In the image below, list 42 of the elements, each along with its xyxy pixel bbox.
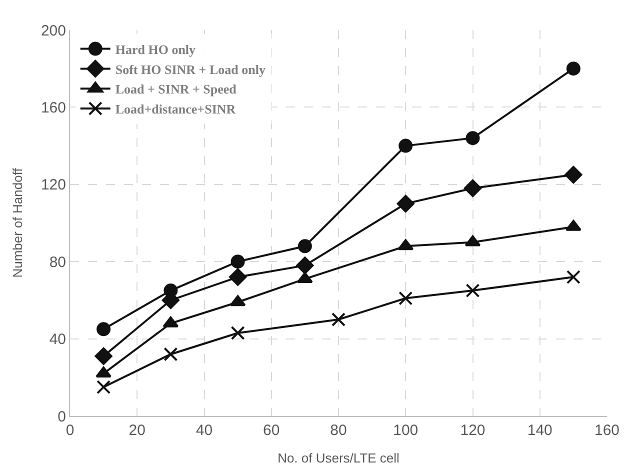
y-tick-label: 120: [40, 176, 66, 194]
y-tick-label: 40: [49, 331, 66, 348]
point: [96, 366, 112, 378]
point: [564, 166, 582, 184]
x-tick-label: 80: [330, 422, 347, 439]
x-axis-title: No. of Users/LTE cell: [278, 450, 400, 466]
point: [332, 312, 346, 326]
point: [298, 239, 312, 254]
point: [566, 270, 580, 284]
point: [466, 131, 480, 146]
point: [164, 347, 178, 362]
point: [398, 138, 413, 153]
point: [229, 268, 247, 286]
x-tick-label: 60: [263, 422, 280, 439]
x-tick-label: 140: [527, 422, 552, 439]
x-tick-label: 160: [594, 422, 620, 439]
y-tick-label: 0: [58, 408, 66, 426]
point: [566, 62, 580, 76]
point: [96, 322, 111, 336]
legend-label: Load + SINR + Speed: [115, 82, 238, 97]
point: [566, 220, 582, 231]
x-tick-label: 120: [460, 422, 486, 439]
legend-label: Hard HO only: [115, 42, 196, 57]
point: [230, 326, 245, 340]
point: [96, 380, 111, 394]
point: [466, 284, 480, 298]
point: [94, 347, 112, 365]
point: [398, 291, 413, 306]
y-tick-label: 200: [40, 22, 66, 40]
x-tick-label: 100: [393, 422, 418, 439]
x-tick-label: 20: [128, 422, 146, 439]
point: [297, 272, 313, 283]
point: [464, 179, 482, 198]
point: [396, 194, 414, 212]
point: [230, 254, 245, 269]
point: [296, 256, 314, 274]
legend-label: Soft HO SINR + Load only: [115, 62, 266, 77]
y-tick-label: 160: [40, 99, 66, 116]
y-axis-title: Number of Handoff: [10, 168, 25, 278]
y-tick-label: 80: [49, 254, 66, 271]
legend-label: Load+distance+SINR: [115, 102, 236, 117]
x-tick-label: 40: [196, 422, 213, 439]
